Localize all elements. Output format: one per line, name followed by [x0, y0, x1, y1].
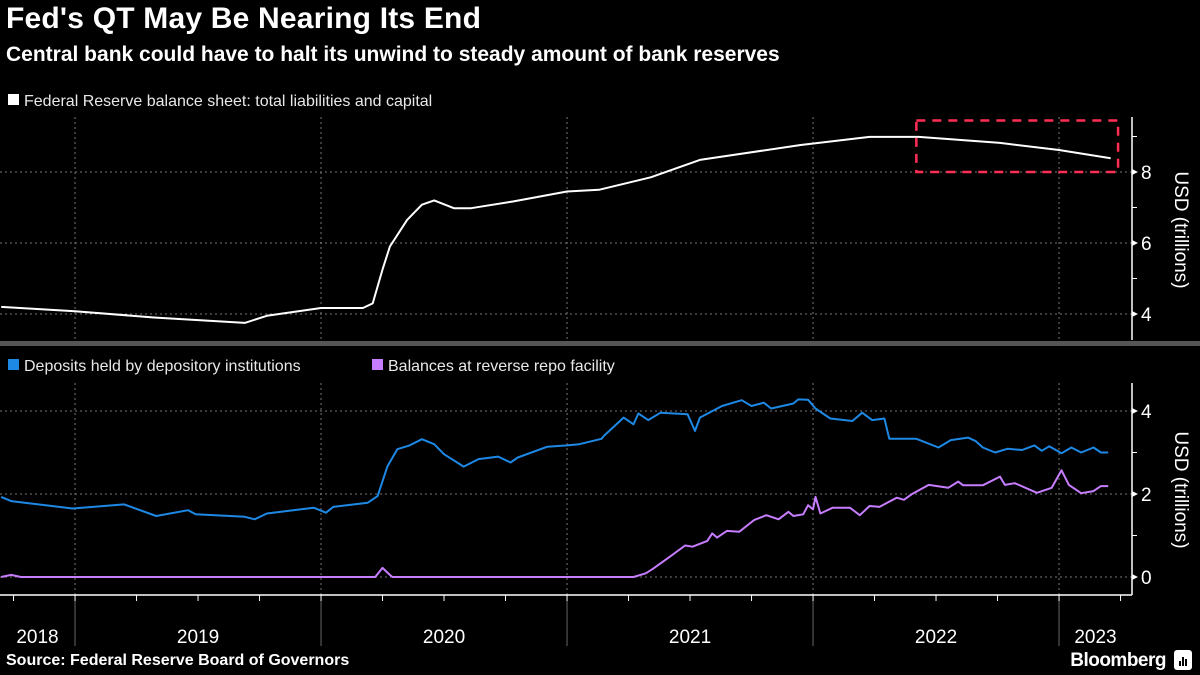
series-line-deposits-held-by-depository-institutions	[0, 398, 1109, 521]
y-tick-label: 0	[1141, 568, 1152, 589]
legend-swatch-total	[8, 94, 19, 105]
legend-label-total: Federal Reserve balance sheet: total lia…	[24, 93, 432, 110]
x-tick-label: 2019	[177, 627, 219, 648]
chart-subtitle: Central bank could have to halt its unwi…	[6, 43, 780, 66]
y-axis-label-top: USD (trillions)	[1170, 171, 1191, 288]
x-axis-labels: 2018 2019 2020 2021 2022 2023	[16, 627, 1116, 648]
y-tick-marker	[1132, 574, 1138, 580]
legend-label-reverse-repo: Balances at reverse repo facility	[388, 358, 615, 375]
y-axis-label-bottom: USD (trillions)	[1170, 431, 1191, 548]
legend-swatch-deposits	[8, 359, 19, 370]
series-line-federal-reserve-balance-sheet-total-liabilities-and-capital	[1, 135, 1111, 324]
series-lines	[0, 119, 1120, 578]
x-tick-label: 2022	[915, 627, 957, 648]
x-tick-label: 2021	[669, 627, 711, 648]
x-tick-label: 2018	[16, 627, 58, 648]
y-tick-marker	[1132, 491, 1138, 497]
y-tick-label: 6	[1141, 234, 1152, 255]
gridlines	[0, 117, 1132, 595]
axes: 4 6 8 0 2 4	[0, 117, 1152, 646]
y-tick-label: 8	[1141, 163, 1152, 184]
y-tick-marker	[1132, 169, 1138, 175]
series-line-balances-at-reverse-repo-facility	[0, 469, 1109, 578]
y-tick-marker	[1132, 240, 1138, 246]
panel-divider	[0, 341, 1200, 346]
chart-title: Fed's QT May Be Nearing Its End	[6, 2, 482, 35]
legend-swatch-reverse-repo	[372, 359, 383, 370]
bloomberg-logo: Bloomberg	[1070, 650, 1166, 671]
x-tick-label: 2023	[1074, 627, 1116, 648]
highlight-box	[915, 119, 1120, 174]
y-tick-marker	[1132, 311, 1138, 317]
source-note: Source: Federal Reserve Board of Governo…	[6, 652, 350, 669]
x-tick-label: 2020	[423, 627, 465, 648]
y-tick-label: 4	[1141, 305, 1152, 326]
y-tick-label: 2	[1141, 485, 1152, 506]
bloomberg-chart-icon	[1174, 650, 1192, 670]
y-tick-label: 4	[1141, 402, 1152, 423]
legend-label-deposits: Deposits held by depository institutions	[24, 358, 301, 375]
y-tick-marker	[1132, 408, 1138, 414]
